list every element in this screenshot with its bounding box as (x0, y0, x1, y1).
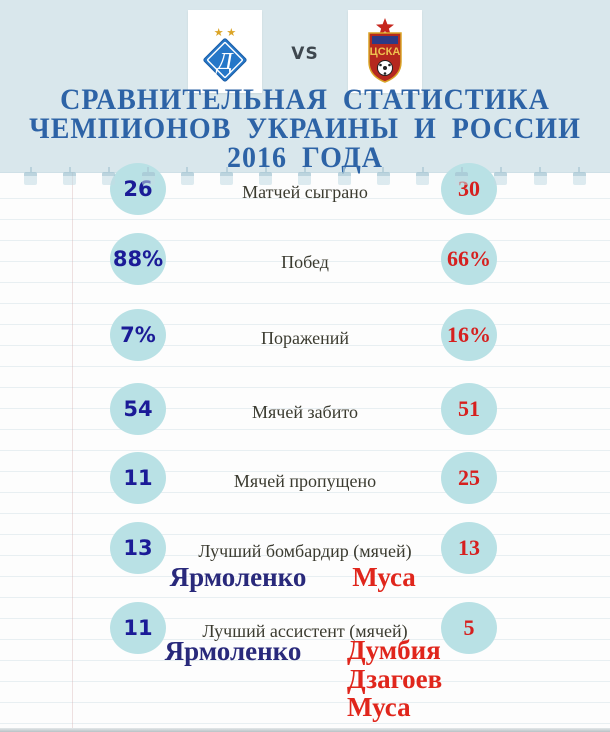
stat-row-goals-scored: 54 Мячей забито 51 (0, 383, 610, 439)
title-line-2: ЧЕМПИОНОВ УКРАИНЫ И РОССИИ (29, 113, 581, 146)
away-assistant-name: Муса (347, 692, 411, 722)
home-value-badge: 11 (110, 452, 166, 504)
top-assistant-away-names: Думбия Дзагоев Муса (347, 636, 477, 722)
stat-label: Побед (281, 252, 329, 272)
away-value: 51 (458, 396, 480, 421)
stat-row-matches: 26 Матчей сыграно 30 (0, 163, 610, 219)
away-value: 25 (458, 465, 480, 490)
away-value-badge: 16% (441, 309, 497, 361)
home-value-badge: 11 (110, 602, 166, 654)
vs-label: VS (291, 44, 319, 64)
away-value: 16% (447, 322, 491, 347)
away-value: 30 (458, 176, 480, 201)
away-assistant-name: Дзагоев (347, 663, 443, 694)
top-scorer-home-name: Ярмоленко (169, 562, 307, 592)
home-value-badge: 7% (110, 309, 166, 361)
away-value: 5 (463, 615, 475, 640)
stat-label: Мячей пропущено (233, 471, 377, 491)
ruled-paper-background (0, 172, 610, 732)
away-assistant-name: Думбия (347, 635, 441, 665)
home-value-badge: 54 (110, 383, 166, 435)
home-value-badge: 26 (110, 163, 166, 215)
title-line-1: СРАВНИТЕЛЬНАЯ СТАТИСТИКА (60, 83, 550, 117)
stat-label: Лучший ассистент (мячей) (202, 621, 408, 641)
stat-row-top-assistant: 11 Лучший ассистент (мячей) 5 (0, 602, 610, 658)
margin-line (72, 172, 73, 728)
page-title: СРАВНИТЕЛЬНАЯ СТАТИСТИКА ЧЕМПИОНОВ УКРАИ… (0, 83, 610, 173)
stat-label: Мячей забито (252, 402, 358, 422)
header: ★ ★ Д VS ЦСКА СРАВ (0, 0, 610, 173)
bottom-edge (0, 728, 610, 732)
home-value: 88% (112, 247, 164, 271)
dynamo-monogram: Д (215, 49, 234, 75)
away-value-badge: 51 (441, 383, 497, 435)
home-value-badge: 88% (110, 233, 166, 285)
away-value-badge: 30 (441, 163, 497, 215)
away-value-badge: 5 (441, 602, 497, 654)
stat-label: Лучший бомбардир (мячей) (198, 541, 412, 561)
stat-label: Поражений (260, 328, 350, 348)
away-team-logo-box: ЦСКА (348, 10, 422, 93)
home-value: 11 (123, 466, 153, 490)
home-value-badge: 13 (110, 522, 166, 574)
dynamo-stars: ★ ★ (214, 27, 237, 39)
home-value: 7% (120, 323, 156, 347)
away-value: 13 (458, 535, 480, 560)
away-value-badge: 25 (441, 452, 497, 504)
stat-row-wins: 88% Побед 66% (0, 233, 610, 289)
cska-wordmark: ЦСКА (370, 46, 401, 58)
stat-label: Матчей сыграно (242, 182, 368, 202)
home-team-logo-box: ★ ★ Д (188, 10, 262, 93)
cska-moscow-crest-icon: ЦСКА (368, 18, 402, 83)
home-value: 11 (123, 616, 153, 640)
dynamo-kyiv-crest-icon: ★ ★ Д (203, 27, 247, 82)
stat-row-losses: 7% Поражений 16% (0, 309, 610, 365)
top-assistant-home-name: Ярмоленко (164, 636, 302, 666)
stat-row-top-scorer: 13 Лучший бомбардир (мячей) 13 (0, 522, 610, 578)
home-value: 54 (123, 397, 153, 421)
away-value: 66% (447, 246, 491, 271)
top-scorer-away-name: Муса (352, 562, 416, 592)
stat-row-goals-conceded: 11 Мячей пропущено 25 (0, 452, 610, 508)
away-value-badge: 13 (441, 522, 497, 574)
away-value-badge: 66% (441, 233, 497, 285)
home-value: 13 (123, 536, 153, 560)
